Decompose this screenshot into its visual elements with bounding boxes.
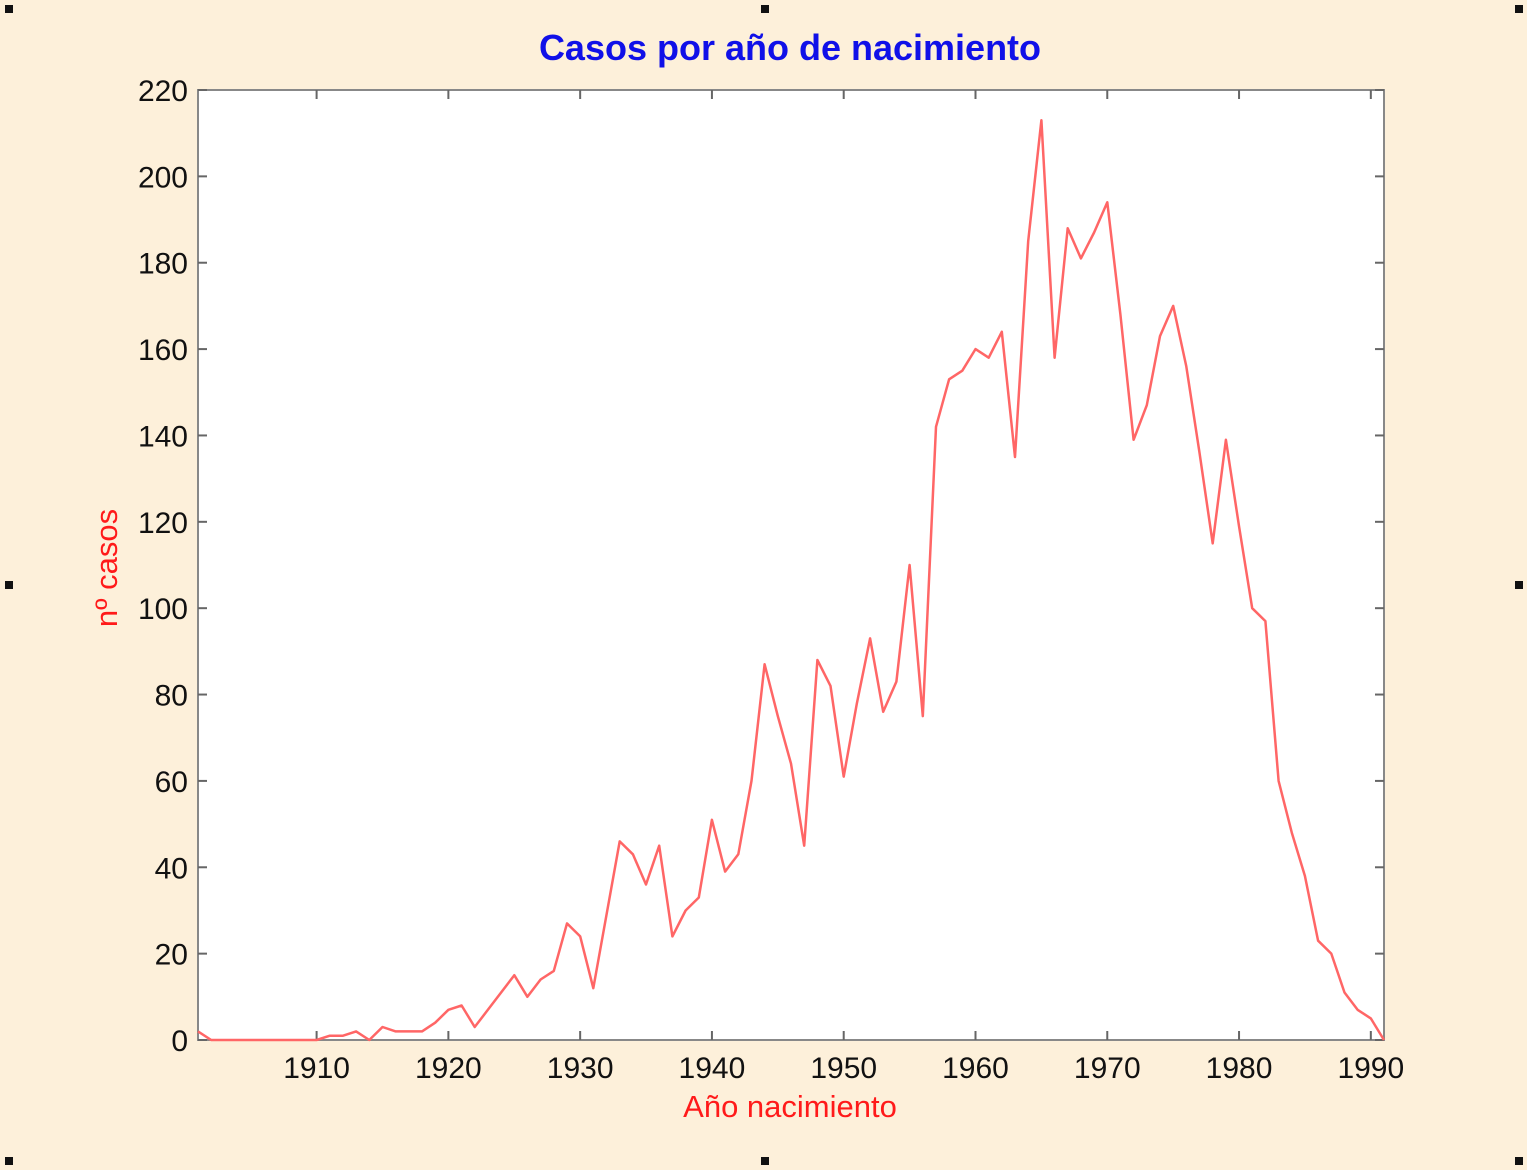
- resize-handle-bottom-center[interactable]: [761, 1157, 769, 1165]
- x-tick-label: 1980: [1206, 1052, 1273, 1085]
- x-tick-label: 1940: [679, 1052, 746, 1085]
- y-tick-label: 140: [138, 420, 188, 453]
- y-axis-label: nº casos: [89, 509, 124, 627]
- resize-handle-middle-left[interactable]: [5, 581, 13, 589]
- x-axis: 1910 1920 1930 1940 1950 1960 1970 1980 1990: [283, 90, 1404, 1085]
- x-tick-label: 1970: [1074, 1052, 1141, 1085]
- resize-handle-top-center[interactable]: [761, 5, 769, 13]
- y-tick-label: 60: [155, 766, 188, 799]
- x-tick-label: 1950: [810, 1052, 877, 1085]
- y-tick-label: 20: [155, 939, 188, 972]
- resize-handle-top-right[interactable]: [1515, 5, 1523, 13]
- series-line: [197, 118, 1386, 1042]
- plot-area: [197, 89, 1385, 1041]
- y-tick-label: 120: [138, 507, 188, 540]
- resize-handle-bottom-right[interactable]: [1515, 1157, 1523, 1165]
- y-tick-label: 160: [138, 334, 188, 367]
- y-tick-label: 0: [171, 1025, 188, 1058]
- x-axis-label: Año nacimiento: [683, 1089, 897, 1124]
- resize-handle-top-left[interactable]: [5, 5, 13, 13]
- y-tick-label: 40: [155, 852, 188, 885]
- x-tick-label: 1990: [1337, 1052, 1404, 1085]
- y-tick-label: 220: [138, 75, 188, 108]
- x-tick-label: 1920: [415, 1052, 482, 1085]
- resize-handle-bottom-left[interactable]: [5, 1157, 13, 1165]
- y-tick-label: 180: [138, 248, 188, 281]
- x-tick-label: 1960: [942, 1052, 1009, 1085]
- chart-title: Casos por año de nacimiento: [539, 27, 1041, 68]
- x-tick-label: 1910: [283, 1052, 350, 1085]
- y-tick-label: 100: [138, 593, 188, 626]
- y-tick-label: 200: [138, 161, 188, 194]
- y-tick-label: 80: [155, 680, 188, 713]
- y-axis: 0 20 40 60 80 100 120 140 160 180 200 220: [138, 75, 1384, 1058]
- resize-handle-middle-right[interactable]: [1515, 581, 1523, 589]
- x-tick-label: 1930: [547, 1052, 614, 1085]
